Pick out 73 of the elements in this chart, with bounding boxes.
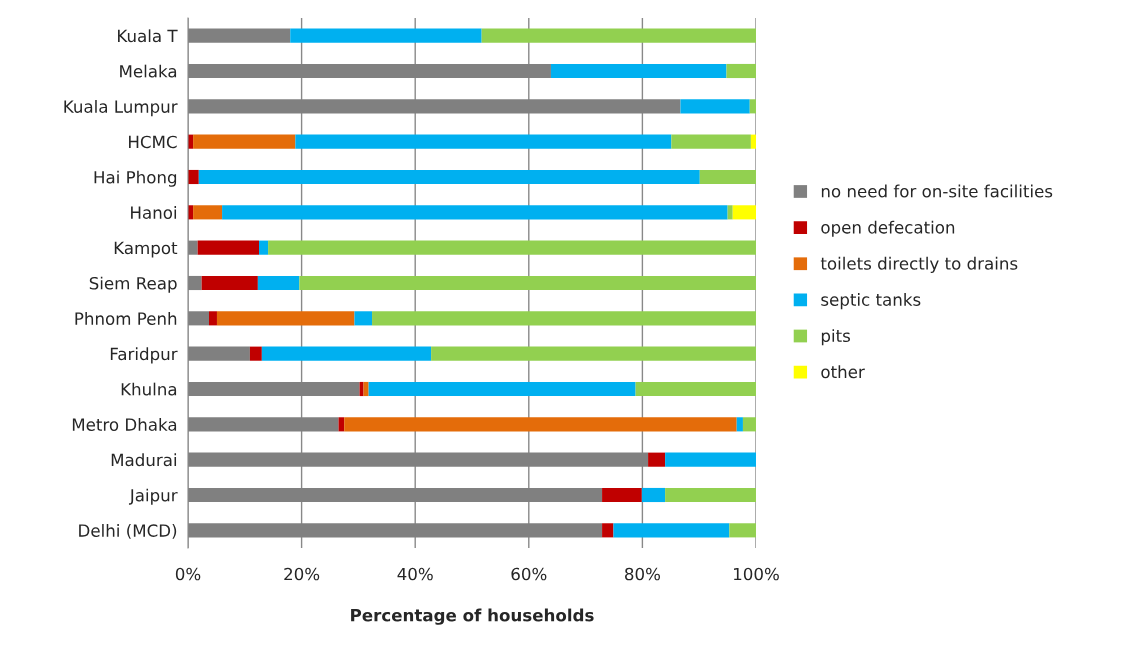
y-tick-label: Faridpur	[110, 347, 178, 364]
bar	[209, 311, 217, 326]
bar	[665, 452, 756, 467]
bar	[749, 99, 756, 114]
y-tick-label: HCMC	[129, 135, 177, 149]
bar	[354, 311, 373, 326]
bar	[726, 63, 756, 79]
y-tick-label: Khulna	[121, 382, 177, 396]
x-tick-label: 0%	[175, 567, 201, 581]
bar	[222, 205, 728, 220]
bar	[257, 275, 300, 291]
bar	[359, 381, 364, 397]
bar	[665, 487, 756, 503]
bar	[216, 311, 355, 326]
bar	[736, 417, 743, 432]
legend-label: septic tanks	[821, 293, 921, 310]
legend-label: other	[821, 365, 865, 379]
x-tick-label: 40%	[397, 567, 433, 581]
y-tick-label: Hanoi	[131, 206, 177, 219]
bar	[732, 205, 756, 220]
bar	[481, 28, 756, 43]
x-tick-label: 60%	[511, 567, 547, 581]
bar	[198, 169, 700, 185]
bar	[193, 205, 223, 220]
bar	[641, 487, 666, 503]
bar	[372, 311, 756, 326]
bar	[344, 417, 737, 432]
bar	[550, 63, 727, 79]
x-axis-title: Percentage of households	[351, 608, 594, 625]
bar	[188, 169, 199, 185]
bar	[268, 240, 756, 255]
y-tick-label: Delhi (MCD)	[79, 524, 177, 539]
y-tick-label: Kuala T	[118, 29, 178, 43]
bar	[368, 381, 636, 397]
bar	[680, 99, 750, 114]
bar	[699, 169, 756, 185]
legend-label: pits	[821, 329, 850, 346]
y-tick-label: Metro Dhaka	[72, 418, 177, 431]
y-tick-label: Siem Reap	[89, 276, 177, 293]
bar	[648, 452, 666, 467]
bar	[299, 275, 756, 291]
bar	[602, 487, 642, 503]
y-tick-label: Melaka	[120, 64, 177, 78]
y-tick-label: Hai Phong	[94, 170, 177, 187]
y-tick-label: Jaipur	[128, 488, 178, 505]
y-tick-label: Madurai	[111, 453, 177, 467]
bar	[197, 240, 259, 255]
bar	[742, 417, 756, 432]
legend-label: toilets directly to drains	[820, 256, 1018, 273]
x-tick-label: 80%	[625, 567, 660, 581]
legend-label: open defecation	[821, 220, 955, 237]
bar	[431, 346, 756, 361]
y-tick-label: Phnom Penh	[75, 312, 177, 325]
bar	[635, 381, 756, 397]
x-tick-label: 20%	[284, 567, 320, 581]
bar	[201, 275, 258, 291]
bar	[729, 523, 756, 538]
bar	[727, 205, 733, 220]
bar	[290, 28, 482, 43]
bar	[259, 240, 269, 255]
x-tick-label: 100%	[734, 567, 779, 581]
bar	[750, 134, 756, 149]
legend-label: no need for on-site facilities	[821, 184, 1053, 198]
bar	[261, 346, 432, 361]
y-tick-label: Kuala Lumpur	[64, 100, 178, 117]
bar	[363, 381, 369, 397]
bar	[249, 346, 262, 361]
bar	[671, 134, 751, 149]
bar	[602, 523, 614, 538]
bar	[295, 134, 672, 149]
bar	[613, 523, 730, 538]
bar	[193, 134, 296, 149]
y-tick-label: Kampot	[114, 241, 178, 258]
